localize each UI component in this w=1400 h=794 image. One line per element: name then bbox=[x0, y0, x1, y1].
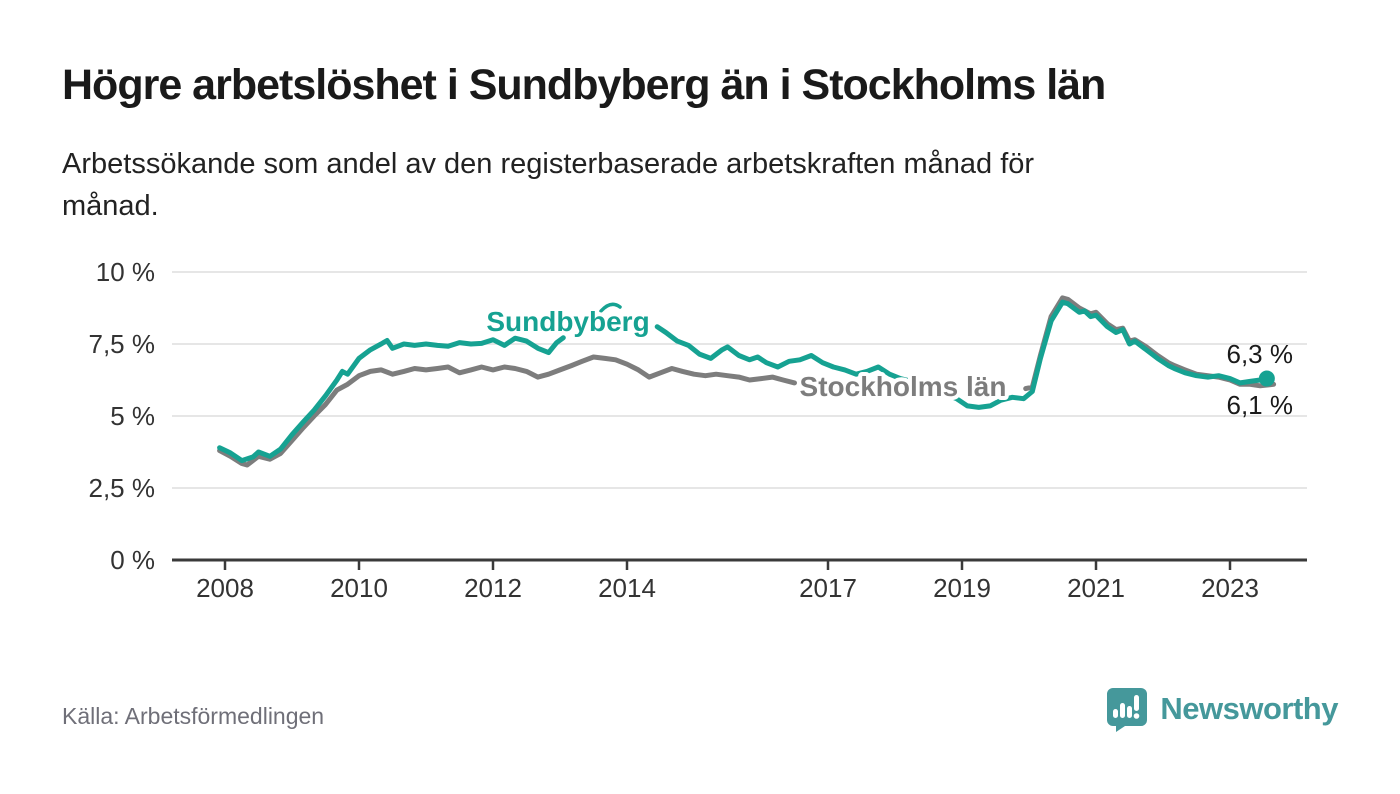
x-tick-label: 2010 bbox=[330, 573, 388, 603]
source-attribution: Källa: Arbetsförmedlingen bbox=[62, 703, 325, 729]
x-tick-label: 2017 bbox=[799, 573, 857, 603]
series-line-stockholms-l-n bbox=[217, 354, 797, 468]
y-tick-label: 5 % bbox=[110, 401, 155, 431]
x-tick-label: 2019 bbox=[933, 573, 991, 603]
x-axis bbox=[172, 558, 1307, 570]
x-axis-labels: 2008 2010 2012 2014 2017 2019 2021 2023 bbox=[196, 573, 1259, 603]
series-end-dot bbox=[1258, 370, 1275, 387]
x-tick-label: 2012 bbox=[464, 573, 522, 603]
gridlines bbox=[172, 271, 1307, 489]
subtitle-line-1: Arbetssökande som andel av den registerb… bbox=[62, 148, 1035, 180]
series-label-sundbyberg: Sundbyberg bbox=[486, 306, 649, 337]
y-tick-label: 0 % bbox=[110, 545, 155, 575]
page-title: Högre arbetslöshet i Sundbyberg än i Sto… bbox=[62, 61, 1106, 109]
bar-chart-speech-bubble-icon bbox=[1107, 688, 1148, 732]
brand-logo: Newsworthy bbox=[1104, 686, 1338, 732]
series-label-flourish bbox=[599, 302, 622, 313]
series-lines bbox=[217, 295, 1277, 468]
subtitle-line-2: månad. bbox=[62, 190, 159, 223]
x-tick-label: 2021 bbox=[1067, 573, 1125, 603]
x-tick-label: 2023 bbox=[1201, 573, 1259, 603]
series-line-sundbyberg bbox=[654, 299, 1270, 410]
x-tick-label: 2008 bbox=[196, 573, 254, 603]
end-value-labels: 6,3 % 6,1 % bbox=[1227, 339, 1294, 420]
end-value-label: 6,1 % bbox=[1227, 390, 1294, 420]
brand-name: Newsworthy bbox=[1160, 691, 1338, 726]
end-value-label: 6,3 % bbox=[1227, 339, 1294, 369]
page-subtitle: Arbetssökande som andel av den registerb… bbox=[62, 143, 1312, 227]
y-tick-label: 2,5 % bbox=[89, 473, 156, 503]
series-label-stockholms-l-n: Stockholms län bbox=[800, 371, 1007, 402]
y-axis-labels: 0 % 2,5 % 5 % 7,5 % 10 % bbox=[89, 257, 156, 575]
series-labels: Sundbyberg Stockholms län bbox=[482, 302, 1010, 406]
series-line-sundbyberg bbox=[217, 335, 566, 464]
y-tick-label: 7,5 % bbox=[89, 329, 156, 359]
x-tick-label: 2014 bbox=[598, 573, 656, 603]
y-tick-label: 10 % bbox=[96, 257, 155, 287]
